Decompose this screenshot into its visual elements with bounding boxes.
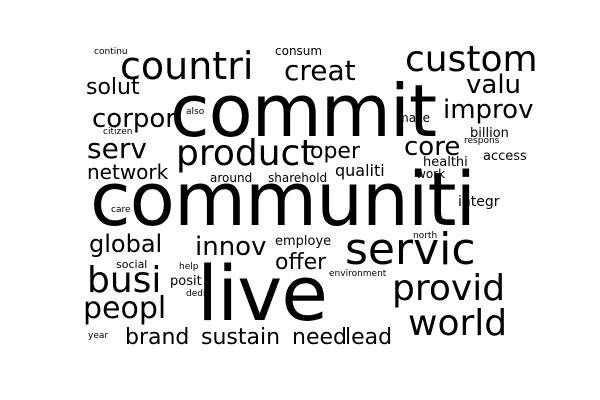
word-network: network — [87, 160, 169, 184]
word-servic: servic — [345, 224, 476, 275]
word-valu: valu — [466, 70, 522, 100]
word-solut: solut — [86, 75, 140, 100]
word-environment: environment — [329, 269, 387, 279]
word-commit: commit — [170, 69, 437, 153]
word-world: world — [408, 303, 508, 344]
word-consum: consum — [275, 44, 323, 58]
word-make: make — [397, 111, 430, 125]
word-need: need — [292, 325, 347, 350]
word-citizen: citizen — [103, 127, 133, 137]
word-corpor: corpor — [92, 104, 176, 134]
word-healthi: healthi — [423, 155, 468, 170]
word-custom: custom — [405, 39, 538, 80]
word-communiti: communiti — [90, 157, 476, 243]
word-sustain: sustain — [201, 325, 281, 350]
word-offer: offer — [275, 250, 327, 275]
word-integr: integr — [458, 194, 500, 210]
word-product: product — [176, 133, 315, 174]
word-social: social — [116, 258, 148, 271]
word-countri: countri — [120, 44, 254, 88]
word-serv: serv — [87, 132, 147, 165]
word-live: live — [197, 249, 328, 338]
word-oper: oper — [310, 139, 361, 164]
word-year: year — [88, 331, 109, 341]
word-busi: busi — [87, 260, 162, 301]
word-help: help — [179, 262, 199, 272]
word-also: also — [186, 107, 205, 117]
word-qualiti: qualiti — [335, 161, 385, 180]
word-creat: creat — [284, 54, 356, 87]
word-sharehold: sharehold — [268, 171, 328, 185]
word-employe: employe — [275, 234, 332, 249]
word-core: core — [404, 132, 461, 162]
word-work: work — [416, 167, 446, 181]
word-brand: brand — [125, 325, 190, 350]
word-care: care — [111, 205, 131, 215]
word-global: global — [89, 230, 163, 258]
word-provid: provid — [392, 268, 506, 309]
word-continu: continu — [94, 47, 128, 57]
word-posit: posit — [170, 274, 202, 289]
word-access: access — [483, 149, 527, 164]
word-respons: respons — [464, 136, 500, 146]
word-innov: innov — [195, 232, 267, 262]
word-north: north — [413, 231, 438, 241]
word-improv: improv — [443, 95, 534, 125]
word-dedic: dedic — [186, 289, 211, 299]
word-peopl: peopl — [83, 291, 167, 326]
word-lead: lead — [345, 325, 393, 350]
word-around: around — [210, 171, 253, 185]
word-billion: billion — [470, 126, 509, 141]
